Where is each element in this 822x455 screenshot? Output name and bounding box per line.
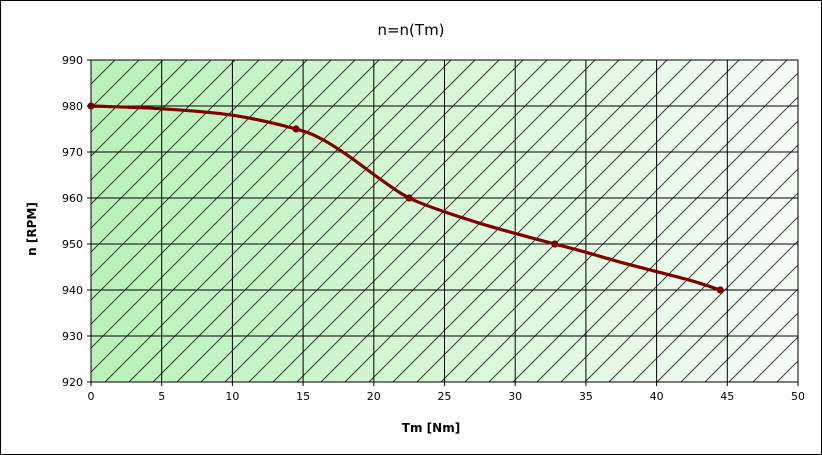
hatch-line (801, 60, 821, 382)
hatch-line (608, 192, 798, 382)
x-tick-label: 25 (438, 390, 452, 403)
series-line (89, 104, 722, 292)
hatch-line (91, 60, 188, 157)
hatch-line (704, 288, 798, 382)
hatch-line (200, 60, 524, 382)
data-point-marker (405, 194, 413, 202)
y-tick-label: 930 (62, 330, 83, 343)
hatch-line (320, 60, 644, 382)
hatch-line (91, 60, 356, 325)
hatch-line (440, 60, 764, 382)
x-tick-label: 0 (88, 390, 95, 403)
data-point-marker (292, 125, 300, 133)
x-tick-label: 35 (579, 390, 593, 403)
chart-title: n=n(Tm) (377, 21, 444, 39)
y-tick-label: 990 (62, 54, 83, 67)
hatch-line (152, 60, 476, 382)
hatch-line (344, 60, 668, 382)
y-tick-label: 920 (62, 376, 83, 389)
hatch-line (91, 60, 212, 181)
hatch-line (464, 60, 788, 382)
y-tick-label: 980 (62, 100, 83, 113)
hatch-pattern (91, 60, 821, 382)
y-axis-ticks: 920 930 940 950 960 970 980 990 (62, 54, 91, 389)
hatch-line (272, 60, 596, 382)
hatch-line (536, 120, 798, 382)
y-tick-label: 960 (62, 192, 83, 205)
x-tick-label: 50 (791, 390, 805, 403)
hatch-line (488, 72, 798, 382)
hatch-line (392, 60, 716, 382)
x-tick-label: 45 (720, 390, 734, 403)
x-tick-label: 30 (508, 390, 522, 403)
y-tick-label: 950 (62, 238, 83, 251)
hatch-line (91, 60, 236, 205)
hatch-line (296, 60, 620, 382)
hatch-line (176, 60, 500, 382)
hatch-line (584, 168, 798, 382)
hatch-line (91, 60, 404, 373)
y-axis-label: n [RPM] (25, 202, 39, 256)
hatch-line (632, 216, 798, 382)
data-point-marker (551, 240, 559, 248)
x-tick-label: 10 (225, 390, 239, 403)
x-axis-label: Tm [Nm] (402, 421, 460, 435)
hatch-line (728, 312, 798, 382)
hatch-line (128, 60, 452, 382)
y-tick-label: 940 (62, 284, 83, 297)
hatch-line (91, 60, 332, 301)
x-axis-ticks: 0 5 10 15 20 25 30 35 40 45 50 (88, 382, 805, 403)
hatch-line (560, 144, 798, 382)
hatch-line (91, 60, 164, 133)
hatch-line (416, 60, 740, 382)
x-tick-label: 40 (650, 390, 664, 403)
hatch-line (368, 60, 692, 382)
x-tick-label: 20 (367, 390, 381, 403)
y-tick-label: 970 (62, 146, 83, 159)
hatch-line (91, 60, 308, 277)
hatch-line (680, 264, 798, 382)
hatch-line (512, 96, 798, 382)
data-point-marker (716, 286, 724, 294)
x-tick-label: 5 (158, 390, 165, 403)
series-layer (87, 102, 724, 294)
hatch-line (656, 240, 798, 382)
x-tick-label: 15 (296, 390, 310, 403)
hatch-line (91, 60, 380, 349)
hatch-line (224, 60, 548, 382)
